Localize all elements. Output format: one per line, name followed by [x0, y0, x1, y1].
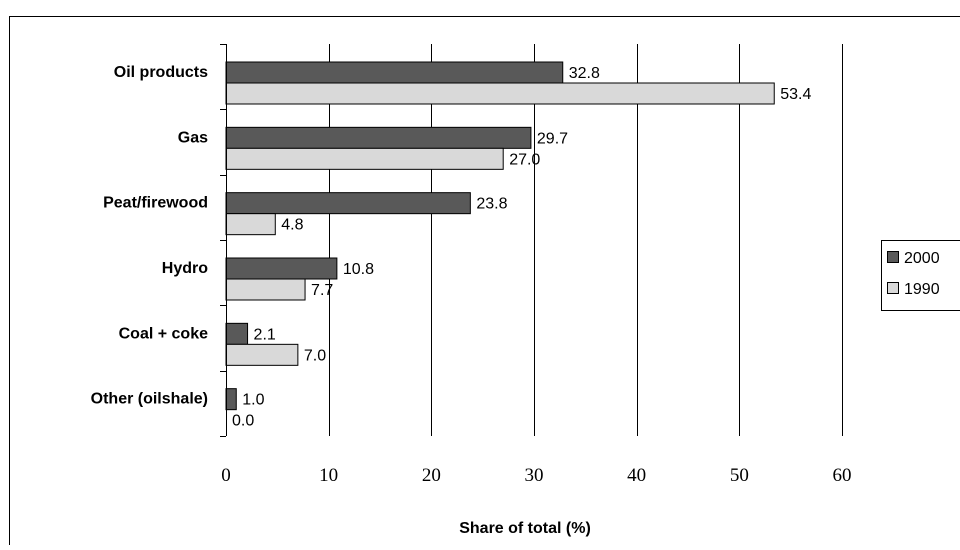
legend-swatch — [888, 283, 899, 294]
data-label: 7.7 — [311, 282, 333, 299]
x-axis-title: Share of total (%) — [459, 520, 591, 537]
bar — [226, 279, 305, 300]
bar — [226, 148, 503, 169]
data-label: 29.7 — [537, 130, 568, 147]
bar — [226, 83, 774, 104]
category-label: Coal + coke — [119, 325, 208, 342]
legend: 2000 1990 — [882, 241, 960, 311]
data-label: 10.8 — [343, 261, 374, 278]
x-tick-label: 20 — [422, 465, 441, 486]
data-label: 32.8 — [569, 65, 600, 82]
legend-label: 1990 — [904, 281, 940, 298]
bar — [226, 127, 531, 148]
category-label: Peat/firewood — [103, 195, 208, 212]
bar — [226, 258, 337, 279]
category-label: Other (oilshale) — [91, 391, 208, 408]
data-label: 7.0 — [304, 347, 326, 364]
category-label: Hydro — [162, 260, 208, 277]
bar — [226, 193, 470, 214]
data-label: 53.4 — [780, 86, 811, 103]
bar — [226, 214, 275, 235]
data-label: 2.1 — [254, 326, 276, 343]
category-label: Oil products — [114, 64, 208, 81]
data-label: 4.8 — [281, 217, 303, 234]
x-tick-label: 50 — [730, 465, 749, 486]
data-label: 23.8 — [476, 196, 507, 213]
bar — [226, 62, 563, 83]
data-label: 27.0 — [509, 151, 540, 168]
bar — [226, 389, 236, 410]
bar — [226, 344, 298, 365]
legend-swatch — [888, 252, 899, 263]
data-label: 1.0 — [242, 392, 264, 409]
x-tick-label: 30 — [525, 465, 544, 486]
x-tick-label: 10 — [319, 465, 338, 486]
legend-label: 2000 — [904, 250, 940, 267]
x-tick-label: 0 — [221, 465, 231, 486]
x-tick-label: 40 — [627, 465, 646, 486]
category-label: Gas — [178, 129, 208, 146]
bar — [226, 323, 248, 344]
data-label: 0.0 — [232, 413, 254, 430]
x-tick-label: 60 — [833, 465, 852, 486]
